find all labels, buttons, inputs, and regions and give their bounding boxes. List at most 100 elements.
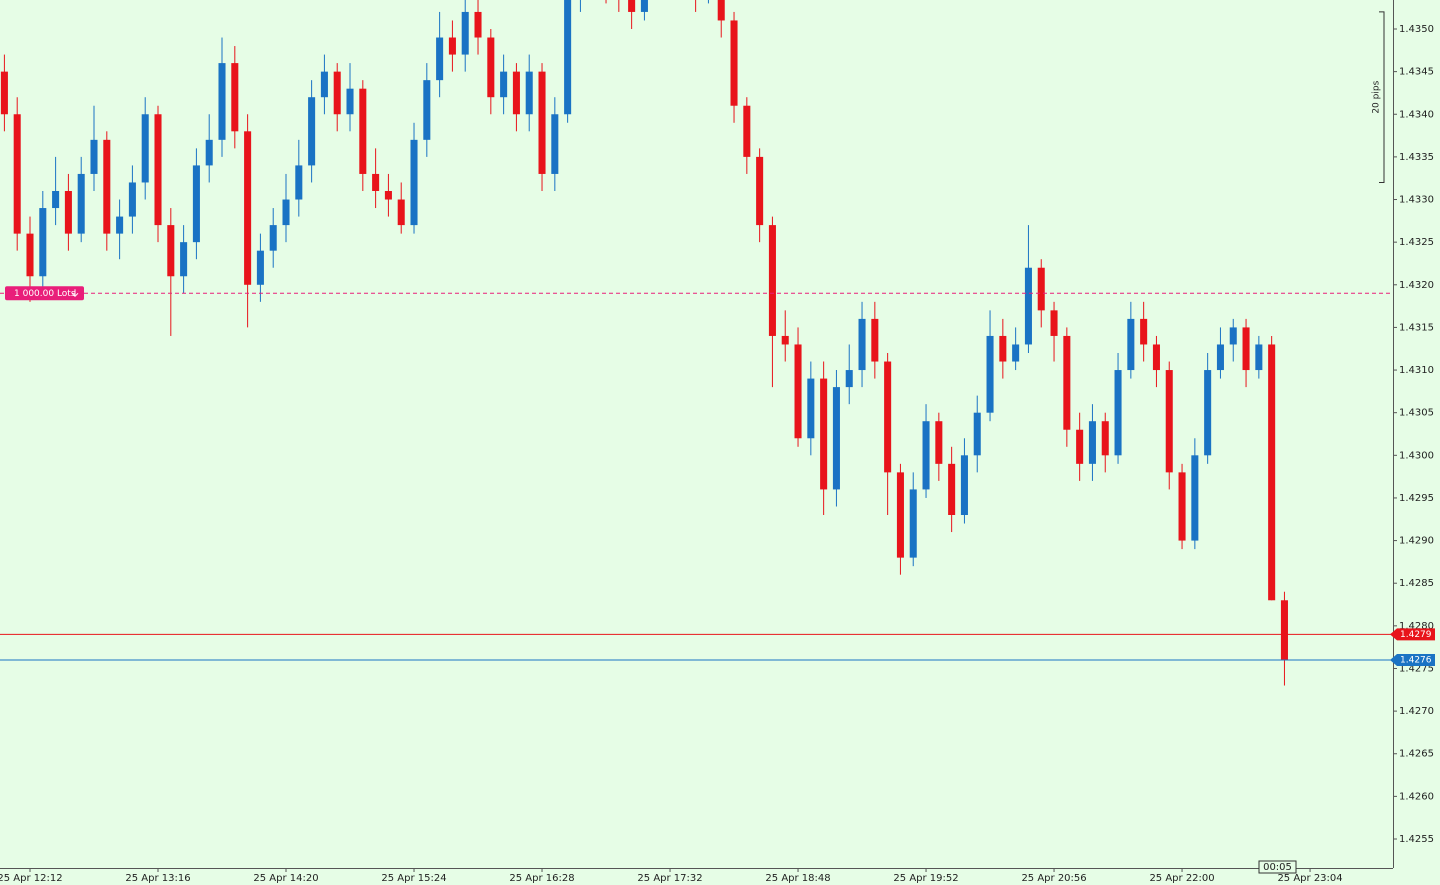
candle-body — [717, 0, 725, 21]
y-tick-label: 1.4265 — [1399, 749, 1434, 760]
y-tick-label: 1.4305 — [1399, 408, 1434, 419]
x-tick-label: 25 Apr 20:56 — [1021, 873, 1086, 884]
candle-body — [39, 208, 47, 277]
candle-body — [26, 233, 34, 277]
candle-body — [1114, 370, 1122, 456]
y-tick-label: 1.4310 — [1399, 365, 1434, 376]
candle-body — [1088, 421, 1096, 464]
candle-body — [1165, 370, 1173, 473]
candle-body — [154, 114, 162, 226]
candle-body — [1012, 344, 1020, 362]
y-tick-label: 1.4290 — [1399, 536, 1434, 547]
candle-body — [1268, 344, 1276, 601]
y-tick-label: 1.4320 — [1399, 280, 1434, 291]
candle-body — [935, 421, 943, 464]
x-tick-label: 25 Apr 12:12 — [0, 873, 63, 884]
candle-body — [1242, 327, 1250, 371]
range-bracket — [1379, 11, 1385, 183]
candle-body — [730, 20, 738, 106]
candle-body — [743, 105, 751, 157]
candle-body — [308, 97, 316, 166]
y-tick-label: 1.4280 — [1399, 621, 1434, 632]
y-tick-label: 1.4270 — [1399, 706, 1434, 717]
candle-body — [52, 190, 60, 209]
candle-body — [1063, 335, 1071, 430]
plot-area — [0, 0, 1393, 686]
price-tag-label: 1.4276 — [1400, 655, 1432, 665]
candle-body — [909, 489, 917, 558]
x-tick-label: 25 Apr 18:48 — [765, 873, 830, 884]
candle-body — [1037, 267, 1045, 311]
candle-body — [551, 114, 559, 174]
y-tick-label: 1.4345 — [1399, 67, 1434, 78]
candle-body — [640, 0, 648, 12]
x-tick-label: 25 Apr 14:20 — [253, 873, 318, 884]
candle-body — [768, 225, 776, 336]
candle-body — [116, 216, 124, 234]
candle-body — [1280, 600, 1288, 660]
candle-body — [103, 139, 111, 234]
candle-body — [320, 71, 328, 98]
y-tick-label: 1.4335 — [1399, 152, 1434, 163]
candle-body — [487, 37, 495, 98]
candle-body — [538, 71, 546, 174]
x-tick-label: 25 Apr 19:52 — [893, 873, 958, 884]
price-tag-label: 1.4279 — [1400, 630, 1432, 640]
candle-body — [794, 344, 802, 439]
candle-body — [756, 156, 764, 226]
candle-body — [13, 114, 21, 234]
candle-body — [871, 318, 879, 362]
candle-body — [845, 370, 853, 388]
candle-body — [986, 335, 994, 413]
candle-body — [1140, 318, 1148, 345]
candle-body — [0, 71, 8, 115]
price-tag — [1390, 628, 1435, 641]
candle-body — [1101, 421, 1109, 456]
candle-body — [436, 37, 444, 81]
candle-body — [256, 250, 264, 285]
candle-body — [1152, 344, 1160, 371]
timer-box — [1258, 860, 1297, 874]
candle-body — [167, 225, 175, 277]
y-tick-label: 1.4285 — [1399, 578, 1434, 589]
candle-body — [410, 139, 418, 226]
candle-body — [500, 71, 508, 98]
y-tick-label: 1.4300 — [1399, 450, 1434, 461]
candle-body — [922, 421, 930, 490]
candle-body — [218, 63, 226, 140]
candle-body — [512, 71, 520, 115]
y-tick-label: 1.4295 — [1399, 493, 1434, 504]
y-tick-label: 1.4350 — [1399, 24, 1434, 35]
candle-body — [999, 335, 1007, 362]
candle-body — [1191, 455, 1199, 541]
candle-body — [423, 80, 431, 140]
y-tick-label: 1.4315 — [1399, 322, 1434, 333]
candle-body — [77, 173, 85, 234]
candle-body — [781, 335, 789, 345]
candle-body — [973, 412, 981, 456]
x-tick-label: 25 Apr 16:28 — [509, 873, 574, 884]
candle-body — [628, 0, 636, 12]
candle-body — [832, 387, 840, 490]
candle-body — [64, 190, 72, 234]
candle-body — [269, 225, 277, 251]
candle-body — [948, 463, 956, 516]
candle-body — [244, 131, 252, 285]
candle-body — [1216, 344, 1224, 371]
timer: 00:05 — [1263, 862, 1292, 873]
order-arrow — [71, 289, 79, 298]
candle-body — [474, 11, 482, 38]
candle-body — [564, 0, 572, 115]
candle-body — [1229, 327, 1237, 345]
y-tick-label: 1.4340 — [1399, 109, 1434, 120]
candle-body — [1050, 310, 1058, 336]
candle-body — [896, 472, 904, 558]
x-tick-label: 25 Apr 22:00 — [1149, 873, 1214, 884]
y-tick-label: 1.4275 — [1399, 663, 1434, 674]
candle-body — [282, 199, 290, 226]
price-tag — [1390, 653, 1435, 666]
range-label: 20 pips — [1372, 80, 1382, 113]
candle-body — [192, 165, 200, 243]
order-tag — [5, 286, 84, 301]
